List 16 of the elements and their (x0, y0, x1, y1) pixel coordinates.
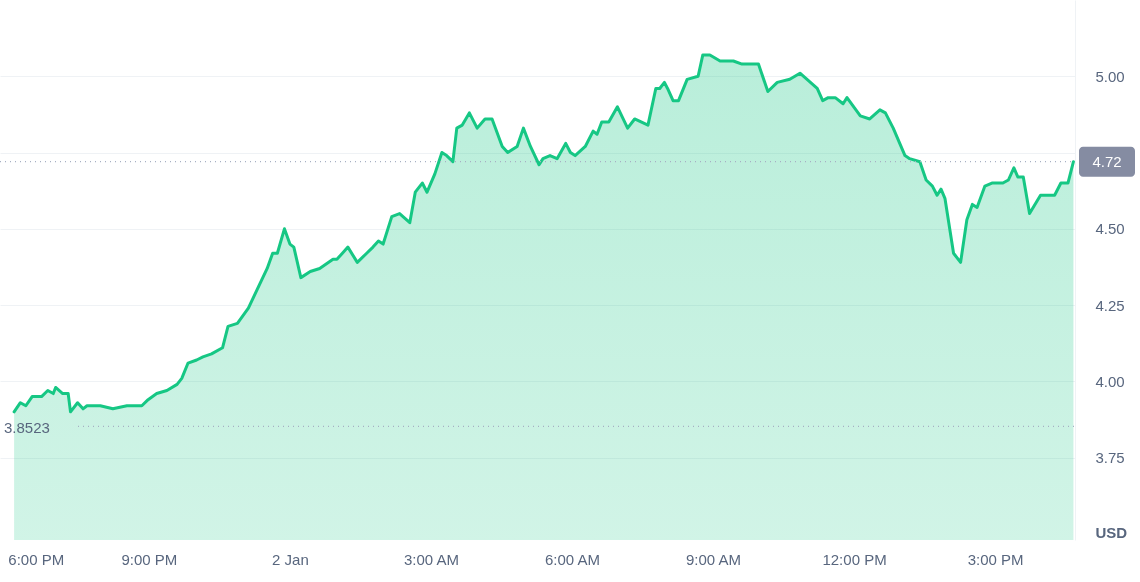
y-tick-label: 4.00 (1095, 372, 1125, 390)
x-tick-label: 6:00 AM (544, 550, 600, 568)
x-tick-label: 3:00 PM (967, 550, 1024, 568)
x-tick-label: 2 Jan (272, 550, 309, 568)
y-tick-label: 5.00 (1095, 67, 1125, 85)
x-tick-label: 12:00 PM (822, 550, 887, 568)
ref-line-label: 3.8523 (4, 419, 50, 437)
y-tick-label: 3.75 (1095, 449, 1125, 467)
y-tick-label: 4.50 (1095, 220, 1125, 238)
x-tick-label: 9:00 PM (121, 550, 178, 568)
x-tick-label: 6:00 PM (8, 550, 65, 568)
ref-line-label: 4.72 (1092, 152, 1122, 170)
x-tick-label: 3:00 AM (403, 550, 459, 568)
y-tick-label: 4.25 (1095, 296, 1125, 314)
y-axis-title: USD (1095, 523, 1128, 541)
x-tick-label: 9:00 AM (685, 550, 742, 568)
